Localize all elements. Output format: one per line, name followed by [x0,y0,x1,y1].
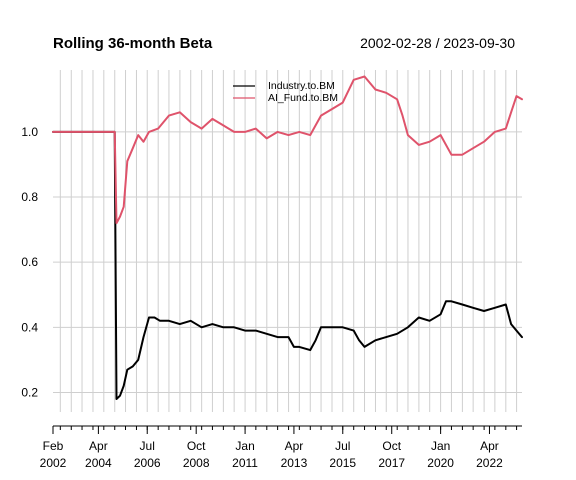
y-tick-label: 0.2 [21,385,38,399]
y-tick-label: 0.6 [21,255,38,269]
x-tick-month-label: Oct [187,439,206,453]
x-tick-year-label: 2017 [378,456,405,470]
x-tick-month-label: Apr [480,439,499,453]
series-line-ai-fund-to-bm [52,75,523,225]
x-tick-year-label: 2006 [134,456,161,470]
x-tick-month-label: Jan [431,439,450,453]
chart-title: Rolling 36-month Beta [53,35,213,52]
grid [53,70,522,412]
x-tick-month-label: Apr [285,439,304,453]
x-tick-year-label: 2013 [281,456,308,470]
series-line-industry-to-bm [52,130,523,400]
y-tick-label: 0.4 [21,320,38,334]
x-tick-year-label: 2011 [232,456,258,470]
series-lines [52,75,523,400]
legend-label: Industry.to.BM [268,80,335,92]
axes: 0.2 0.4 0.6 0.8 1.0 Feb 2002 Apr 2004 Jul 2006 Oct 2… [21,125,522,470]
x-tick-month-label: Feb [43,439,64,453]
x-tick-year-label: 2002 [40,456,67,470]
x-tick-year-label: 2015 [329,456,356,470]
x-tick-month-label: Apr [89,439,108,453]
date-range-label: 2002-02-28 / 2023-09-30 [360,35,515,51]
x-tick-month-label: Oct [382,439,401,453]
y-tick-label: 1.0 [21,125,38,139]
x-tick-month-label: Jul [335,439,350,453]
x-tick-year-label: 2004 [85,456,112,470]
x-tick-year-label: 2020 [427,456,454,470]
legend-label: AI_Fund.to.BM [268,92,338,104]
x-tick-month-label: Jul [140,439,155,453]
x-tick-year-label: 2008 [183,456,210,470]
x-tick-month-label: Jan [235,439,254,453]
x-tick-year-label: 2022 [476,456,503,470]
y-tick-label: 0.8 [21,190,38,204]
